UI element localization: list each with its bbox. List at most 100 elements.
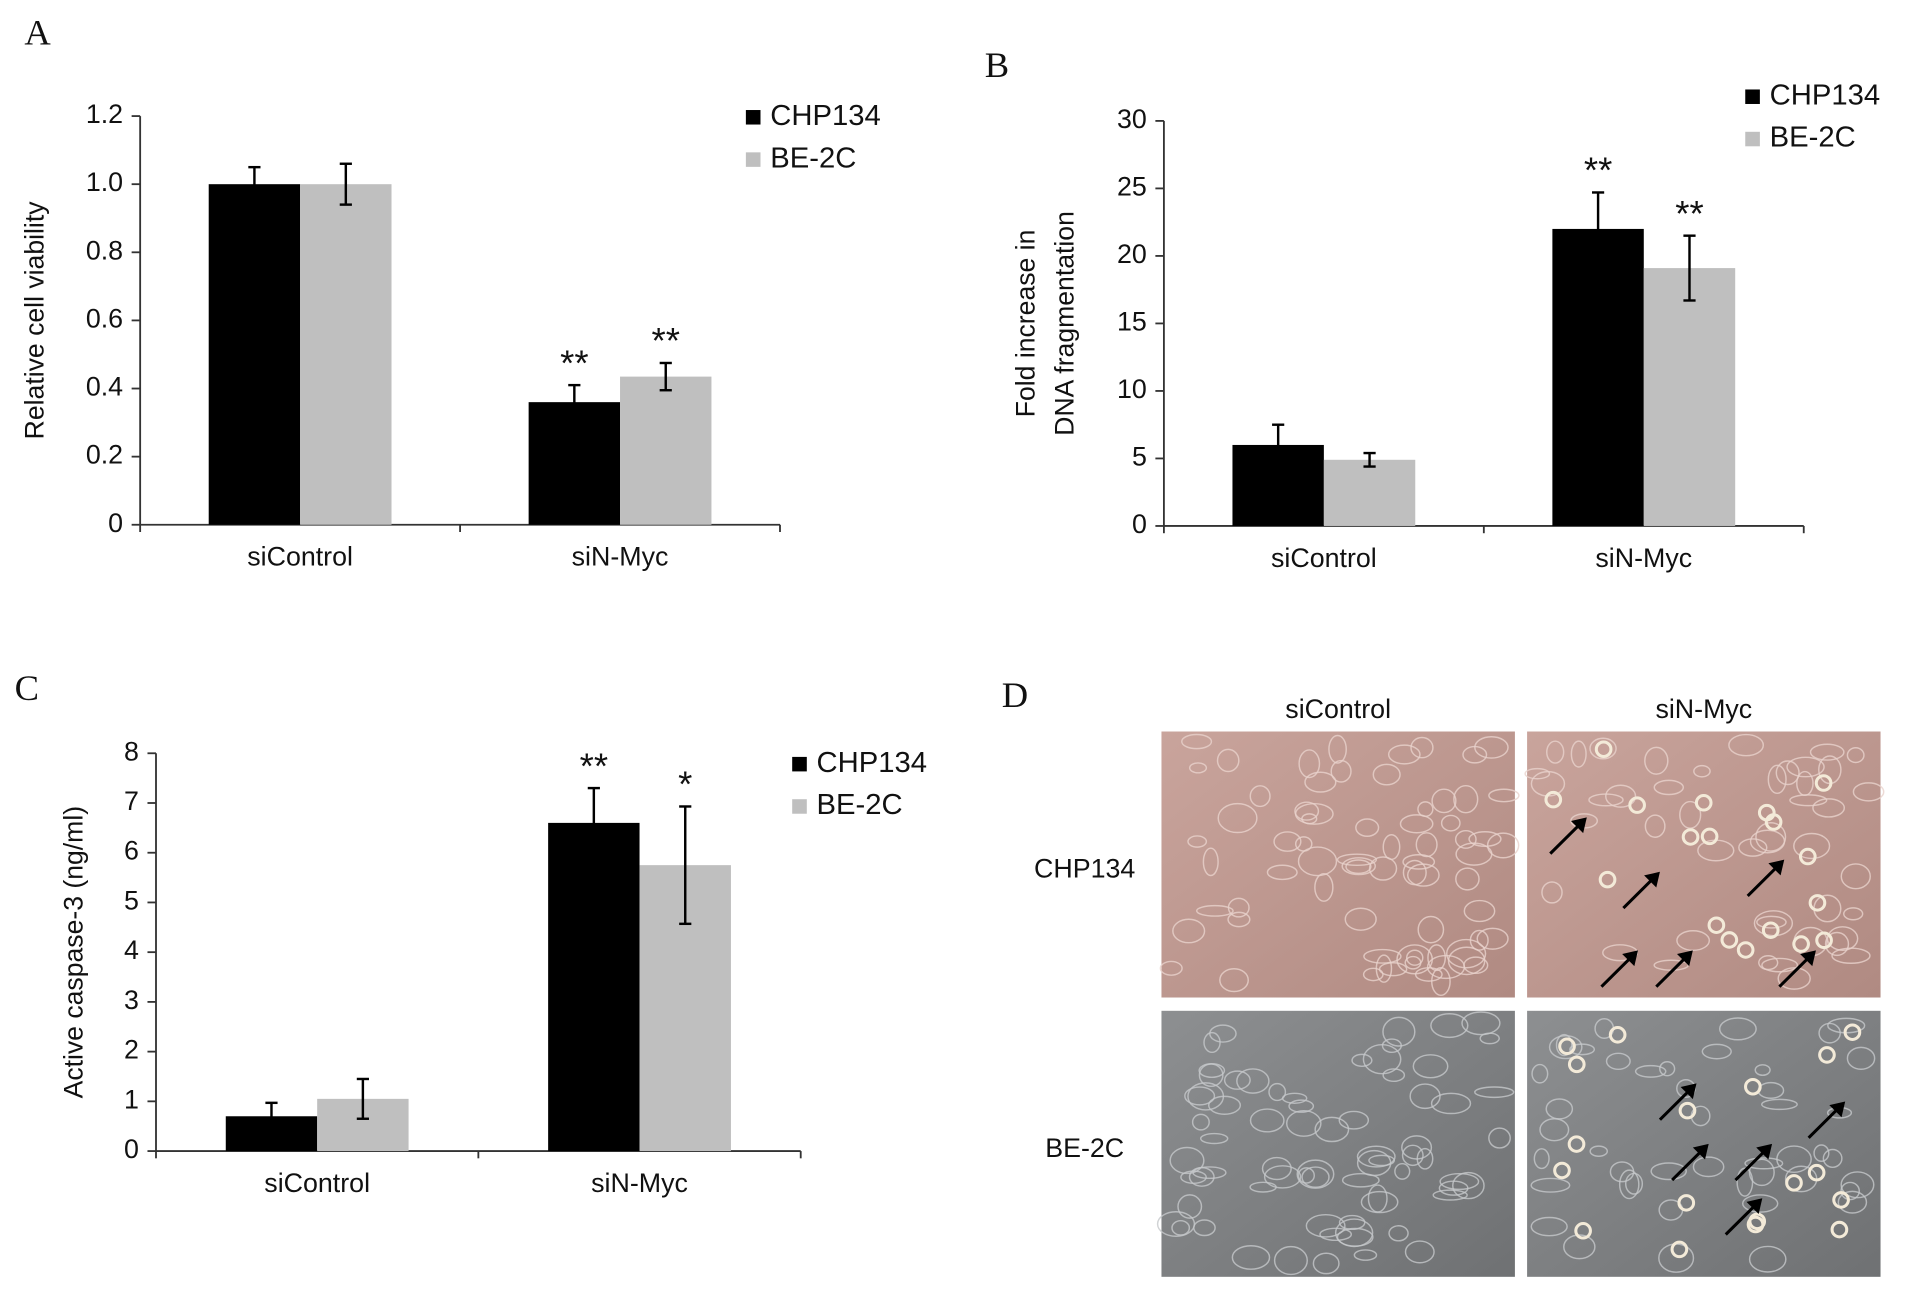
cell (1285, 1109, 1322, 1137)
y-tick-label: 0.6 (86, 304, 123, 334)
cell (1653, 779, 1685, 796)
micrograph-image (1161, 1010, 1515, 1277)
cell (1410, 736, 1434, 759)
error-bar (679, 805, 692, 926)
error-bar (248, 165, 261, 203)
cell (1775, 760, 1800, 786)
cell (1314, 1116, 1350, 1143)
cell (1249, 785, 1271, 808)
cell (1454, 829, 1477, 849)
round-cell (1553, 1161, 1571, 1180)
cell (1445, 938, 1487, 969)
cell (1744, 1157, 1784, 1170)
cell (1266, 864, 1298, 881)
cell (1199, 1132, 1229, 1145)
cell (1824, 931, 1850, 957)
cell (1748, 1245, 1787, 1273)
panel-letter: D (1002, 675, 1028, 715)
cell (1755, 821, 1787, 852)
cell (1297, 1167, 1315, 1184)
micrograph-image (1161, 731, 1515, 998)
cell (1382, 1068, 1406, 1083)
round-cell (1567, 1055, 1586, 1074)
cell (1281, 1092, 1308, 1104)
cell (1589, 737, 1617, 760)
cell (1439, 1172, 1480, 1191)
arrow-head (1680, 1083, 1697, 1100)
y-tick-label: 1 (124, 1084, 139, 1114)
cell (1563, 1234, 1596, 1260)
cell (1381, 1038, 1403, 1054)
bar (1643, 268, 1736, 526)
round-cell (1748, 1212, 1767, 1231)
y-tick-label: 0.4 (86, 372, 123, 402)
micrograph-image (1527, 731, 1881, 998)
cell (1223, 1070, 1251, 1090)
panel-letter: C (15, 668, 39, 708)
column-label: siN-Myc (1655, 694, 1752, 724)
cell (1427, 944, 1447, 972)
arrow-head (1677, 950, 1693, 967)
bar (528, 402, 621, 525)
cell (1382, 834, 1401, 861)
cell (1756, 915, 1787, 929)
round-cell (1815, 931, 1833, 950)
x-tick-label: siN-Myc (1595, 543, 1692, 573)
cell (1430, 1013, 1469, 1039)
round-cell (1567, 1135, 1586, 1153)
round-cell (1843, 1023, 1862, 1041)
arrow-head (1800, 950, 1816, 967)
y-tick-label: 1.0 (86, 167, 123, 197)
cell (1738, 838, 1768, 857)
cell (1455, 867, 1480, 891)
cell (1533, 1148, 1550, 1170)
column-label: siControl (1285, 694, 1391, 724)
cell (1382, 1016, 1416, 1047)
legend-swatch (745, 152, 761, 167)
error-bar (1591, 191, 1605, 267)
cell (1181, 733, 1213, 750)
round-cell (1764, 813, 1783, 831)
cell (1548, 1034, 1583, 1060)
cell (1809, 743, 1845, 761)
cell (1304, 771, 1337, 793)
cell (1748, 1158, 1775, 1187)
cell (1405, 949, 1424, 966)
y-tick-label: 10 (1117, 374, 1147, 404)
cell (1172, 918, 1206, 944)
micrograph (1524, 731, 1885, 998)
cell (1530, 1216, 1568, 1237)
y-tick-label: 15 (1117, 307, 1147, 337)
cell (1644, 746, 1669, 775)
cell (1843, 907, 1864, 921)
cell (1818, 1022, 1841, 1044)
y-tick-label: 1.2 (86, 99, 123, 129)
cell (1463, 899, 1496, 923)
y-tick-label: 0.8 (86, 235, 123, 265)
cell (1396, 944, 1433, 975)
cell (1461, 1011, 1501, 1036)
cell (1767, 764, 1787, 795)
cell (1171, 1219, 1191, 1236)
cell (1187, 835, 1208, 848)
cell (1650, 1162, 1687, 1181)
cell (1453, 784, 1479, 814)
cell (1440, 814, 1461, 832)
cell (1353, 1249, 1378, 1261)
round-cell (1544, 790, 1563, 809)
panel-letter: A (24, 13, 51, 53)
cell (1288, 1099, 1315, 1113)
y-tick-label: 0.2 (86, 440, 123, 470)
y-tick-label: 20 (1117, 239, 1147, 269)
bar (208, 184, 301, 525)
cell (1468, 831, 1502, 848)
cell (1676, 930, 1711, 952)
cell (1409, 1083, 1441, 1110)
cell (1431, 788, 1457, 814)
round-cell (1670, 1240, 1689, 1259)
bar (1552, 228, 1644, 526)
cell (1840, 1181, 1861, 1201)
x-tick-label: siControl (264, 1168, 370, 1198)
cell (1180, 1170, 1207, 1185)
cell (1693, 764, 1711, 778)
